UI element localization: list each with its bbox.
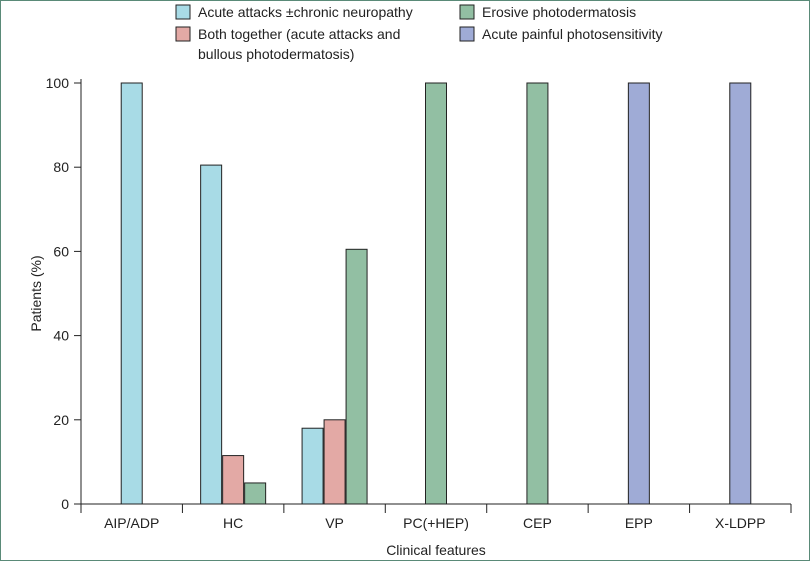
y-tick-label: 40	[53, 328, 69, 344]
legend-label: Both together (acute attacks and	[198, 26, 400, 42]
legend: Acute attacks ±chronic neuropathy Both to…	[175, 4, 663, 62]
bar	[301, 427, 324, 505]
legend-label: bullous photodermatosis)	[198, 46, 354, 62]
legend-swatch	[175, 26, 191, 42]
bar	[222, 455, 245, 505]
y-tick-label: 80	[53, 159, 69, 175]
bar	[120, 82, 143, 505]
y-tick-label: 20	[53, 412, 69, 428]
x-tick-label: CEP	[523, 515, 552, 531]
x-tick-label: X-LDPP	[715, 515, 766, 531]
x-axis-title: Clinical features	[386, 542, 486, 558]
x-tick-label: VP	[325, 515, 344, 531]
bars	[120, 82, 752, 505]
bar	[425, 82, 447, 505]
legend-swatch	[459, 26, 475, 42]
bar	[345, 248, 368, 505]
x-tick-label: AIP/ADP	[104, 515, 159, 531]
legend-swatch	[459, 4, 475, 20]
y-tick-label: 100	[46, 75, 70, 91]
legend-swatch	[175, 4, 191, 20]
x-tick-label: HC	[223, 515, 243, 531]
x-axis: AIP/ADP HC VP PC(+HEP) CEP EPP X-LDPP	[80, 503, 792, 531]
y-axis-title: Patients (%)	[28, 255, 44, 331]
x-tick-label: EPP	[625, 515, 653, 531]
y-tick-label: 60	[53, 243, 69, 259]
legend-label: Acute attacks ±chronic neuropathy	[198, 4, 413, 20]
y-tick-label: 0	[61, 496, 69, 512]
legend-label: Acute painful photosensitivity	[482, 26, 663, 42]
bar	[627, 82, 650, 505]
legend-label: Erosive photodermatosis	[482, 4, 636, 20]
bar	[244, 482, 267, 505]
bar	[323, 419, 346, 505]
bar	[200, 164, 223, 505]
bar	[729, 82, 752, 505]
y-axis: 0 20 40 60 80 100	[46, 75, 82, 512]
bar	[526, 82, 549, 505]
x-tick-label: PC(+HEP)	[403, 515, 469, 531]
